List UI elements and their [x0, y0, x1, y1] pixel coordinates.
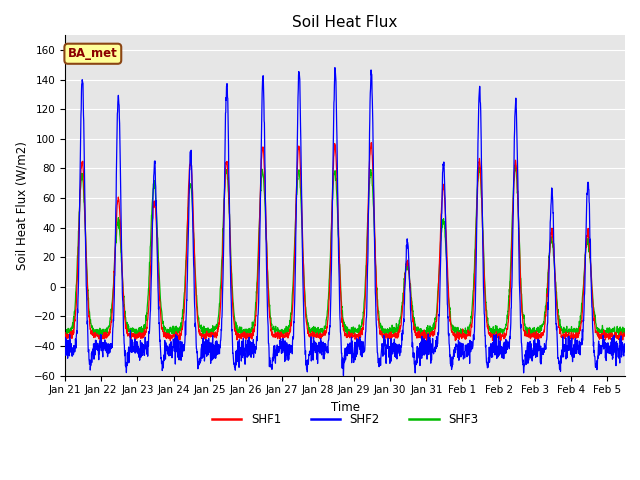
SHF2	[602, 348, 610, 354]
Text: BA_met: BA_met	[68, 47, 118, 60]
SHF3	[621, 332, 629, 337]
SHF1	[348, 330, 356, 336]
Title: Soil Heat Flux: Soil Heat Flux	[292, 15, 398, 30]
SHF1	[355, 338, 363, 344]
SHF3	[349, 327, 356, 333]
SHF2	[340, 372, 348, 378]
SHF3	[61, 325, 69, 331]
SHF3	[94, 328, 102, 334]
Y-axis label: Soil Heat Flux (W/m2): Soil Heat Flux (W/m2)	[15, 141, 28, 270]
Legend: SHF1, SHF2, SHF3: SHF1, SHF2, SHF3	[207, 408, 483, 431]
SHF3	[412, 326, 420, 332]
SHF1	[536, 333, 543, 339]
Line: SHF3: SHF3	[65, 165, 625, 338]
SHF1	[429, 333, 437, 339]
SHF2	[349, 355, 356, 360]
X-axis label: Time: Time	[331, 401, 360, 414]
SHF2	[61, 335, 69, 340]
SHF3	[276, 336, 284, 341]
SHF2	[94, 347, 102, 353]
SHF1	[621, 333, 629, 338]
SHF3	[512, 162, 520, 168]
SHF2	[621, 348, 629, 353]
SHF1	[94, 334, 102, 339]
SHF3	[602, 329, 610, 335]
SHF2	[429, 347, 437, 352]
SHF1	[602, 332, 610, 338]
Line: SHF1: SHF1	[65, 143, 625, 341]
SHF2	[412, 361, 420, 367]
SHF3	[536, 327, 543, 333]
SHF1	[367, 140, 375, 145]
Line: SHF2: SHF2	[65, 68, 625, 375]
SHF2	[536, 338, 543, 344]
SHF1	[61, 330, 69, 336]
SHF3	[429, 325, 437, 331]
SHF2	[331, 65, 339, 71]
SHF1	[412, 330, 420, 336]
